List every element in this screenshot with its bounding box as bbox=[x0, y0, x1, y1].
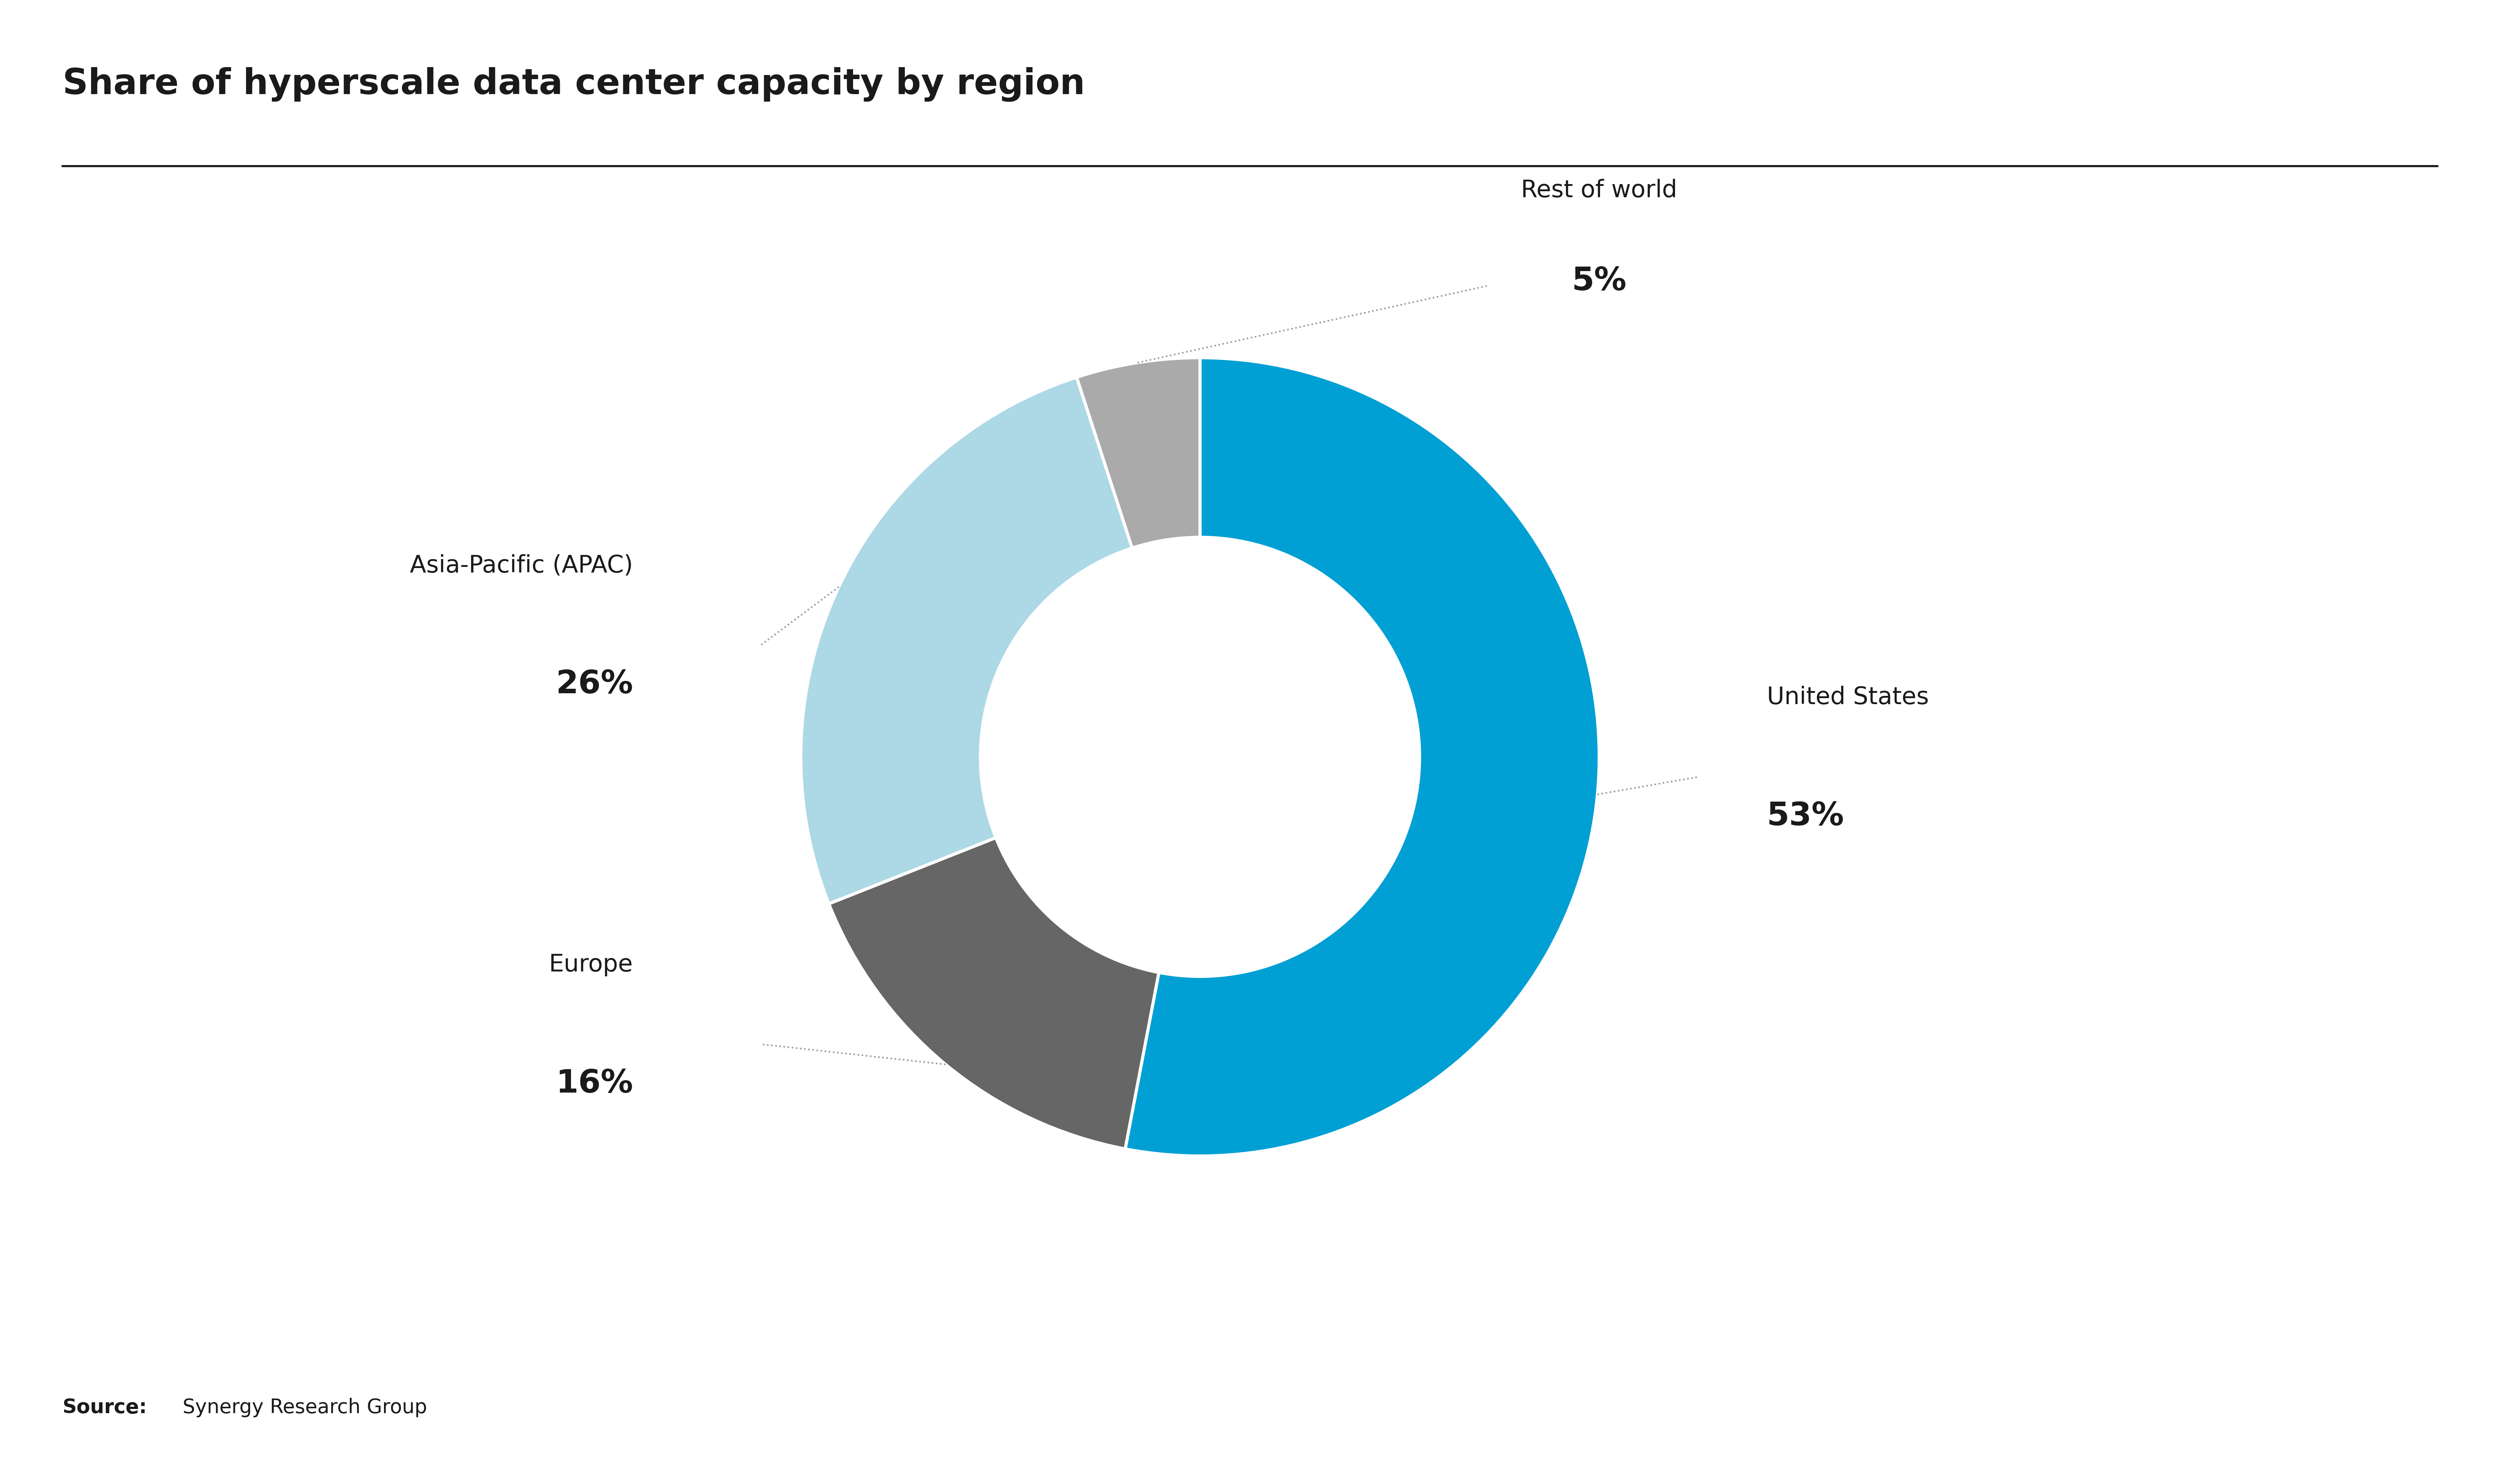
Text: 53%: 53% bbox=[1767, 801, 1845, 833]
Text: Europe: Europe bbox=[550, 953, 632, 976]
Wedge shape bbox=[830, 837, 1160, 1149]
Wedge shape bbox=[1077, 358, 1200, 548]
Text: 5%: 5% bbox=[1572, 266, 1627, 297]
Text: 16%: 16% bbox=[555, 1068, 632, 1100]
Text: Asia-Pacific (APAC): Asia-Pacific (APAC) bbox=[410, 554, 632, 577]
Text: 26%: 26% bbox=[555, 669, 632, 700]
Wedge shape bbox=[1125, 358, 1600, 1156]
Text: Source:: Source: bbox=[62, 1398, 147, 1417]
Text: Synergy Research Group: Synergy Research Group bbox=[182, 1398, 428, 1417]
Text: United States: United States bbox=[1767, 686, 1930, 709]
Wedge shape bbox=[800, 377, 1132, 904]
Text: Rest of world: Rest of world bbox=[1520, 178, 1678, 202]
Text: Share of hyperscale data center capacity by region: Share of hyperscale data center capacity… bbox=[62, 67, 1085, 101]
